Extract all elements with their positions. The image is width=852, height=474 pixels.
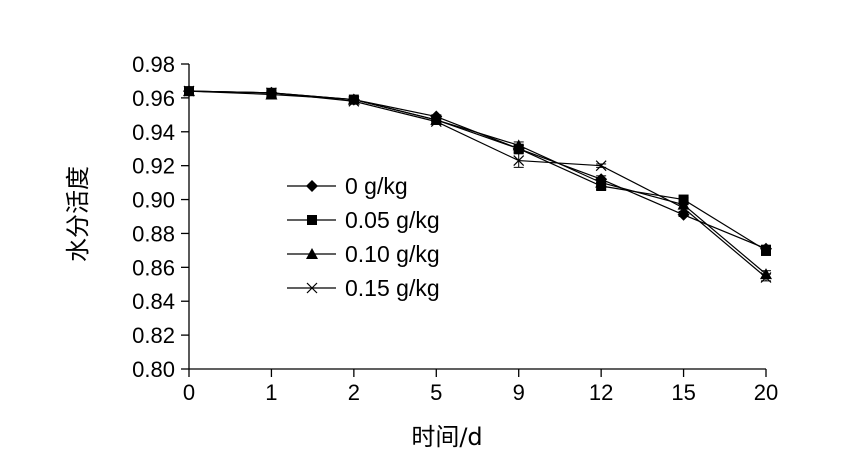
- x-marker-stroke: [595, 160, 607, 172]
- x-marker-stroke: [760, 272, 772, 283]
- x-tick-label: 0: [183, 380, 195, 405]
- x-axis-ticks: 0 1 2 5 9 12 15 20: [183, 369, 778, 405]
- x-marker: [595, 160, 607, 172]
- x-marker-stroke: [183, 85, 195, 97]
- series-group: [183, 85, 772, 283]
- legend-item: 0.10 g/kg: [287, 241, 440, 267]
- x-marker-stroke: [266, 87, 277, 99]
- x-tick-label: 15: [671, 380, 695, 405]
- square-marker: [761, 245, 771, 256]
- legend: 0 g/kg 0.05 g/kg 0.10 g/kg 0.15 g/kg: [287, 173, 440, 301]
- y-tick-label: 0.92: [132, 154, 175, 179]
- legend-label: 0 g/kg: [345, 173, 408, 199]
- x-marker: [430, 116, 442, 128]
- series-diamond: [183, 85, 772, 255]
- legend-item: 0 g/kg: [287, 173, 408, 199]
- series-triangle: [183, 85, 772, 280]
- series-line: [188, 90, 767, 275]
- x-marker: [678, 202, 689, 214]
- series-line: [188, 90, 767, 250]
- x-marker: [760, 272, 772, 283]
- axes: [188, 64, 766, 370]
- legend-label: 0.05 g/kg: [345, 207, 440, 233]
- x-tick-label: 12: [589, 380, 613, 405]
- series-x: [183, 85, 772, 283]
- legend-label: 0.15 g/kg: [345, 275, 440, 301]
- y-tick-label: 0.98: [132, 52, 175, 77]
- y-tick-label: 0.86: [132, 255, 175, 280]
- triangle-marker: [595, 176, 608, 188]
- x-marker-stroke: [678, 202, 689, 214]
- y-tick-label: 0.84: [132, 289, 175, 314]
- x-tick-label: 9: [513, 380, 525, 405]
- x-marker-stroke: [348, 95, 360, 107]
- y-tick-label: 0.94: [132, 120, 175, 145]
- y-axis-ticks: 0.80 0.82 0.84 0.86 0.88 0.90 0.92 0.94 0.96 0.98: [132, 52, 189, 382]
- y-tick-label: 0.96: [132, 86, 175, 111]
- series-line: [188, 90, 767, 278]
- x-marker: [513, 155, 525, 167]
- x-tick-label: 1: [265, 380, 277, 405]
- x-marker: [306, 282, 318, 294]
- legend-item: 0.05 g/kg: [287, 207, 440, 233]
- x-marker: [348, 95, 360, 107]
- y-tick-label: 0.80: [132, 357, 175, 382]
- series-square: [184, 86, 771, 256]
- series-line: [188, 90, 767, 251]
- x-tick-label: 20: [754, 380, 778, 405]
- diamond-marker: [306, 180, 318, 192]
- x-axis-title: 时间/d: [411, 423, 482, 451]
- x-marker-stroke: [430, 116, 442, 128]
- x-tick-label: 5: [430, 380, 442, 405]
- x-marker-stroke: [306, 282, 318, 294]
- triangle-marker: [512, 139, 525, 151]
- y-tick-label: 0.88: [132, 221, 175, 246]
- x-tick-label: 2: [348, 380, 360, 405]
- triangle-marker: [306, 248, 318, 259]
- square-marker: [307, 215, 317, 225]
- y-tick-label: 0.82: [132, 323, 175, 348]
- x-marker: [266, 87, 277, 99]
- legend-label: 0.10 g/kg: [345, 241, 440, 267]
- y-tick-label: 0.90: [132, 188, 175, 213]
- x-marker-stroke: [513, 155, 525, 167]
- y-axis-title: 水分活度: [64, 166, 92, 262]
- x-marker: [183, 85, 195, 97]
- legend-item: 0.15 g/kg: [287, 275, 440, 301]
